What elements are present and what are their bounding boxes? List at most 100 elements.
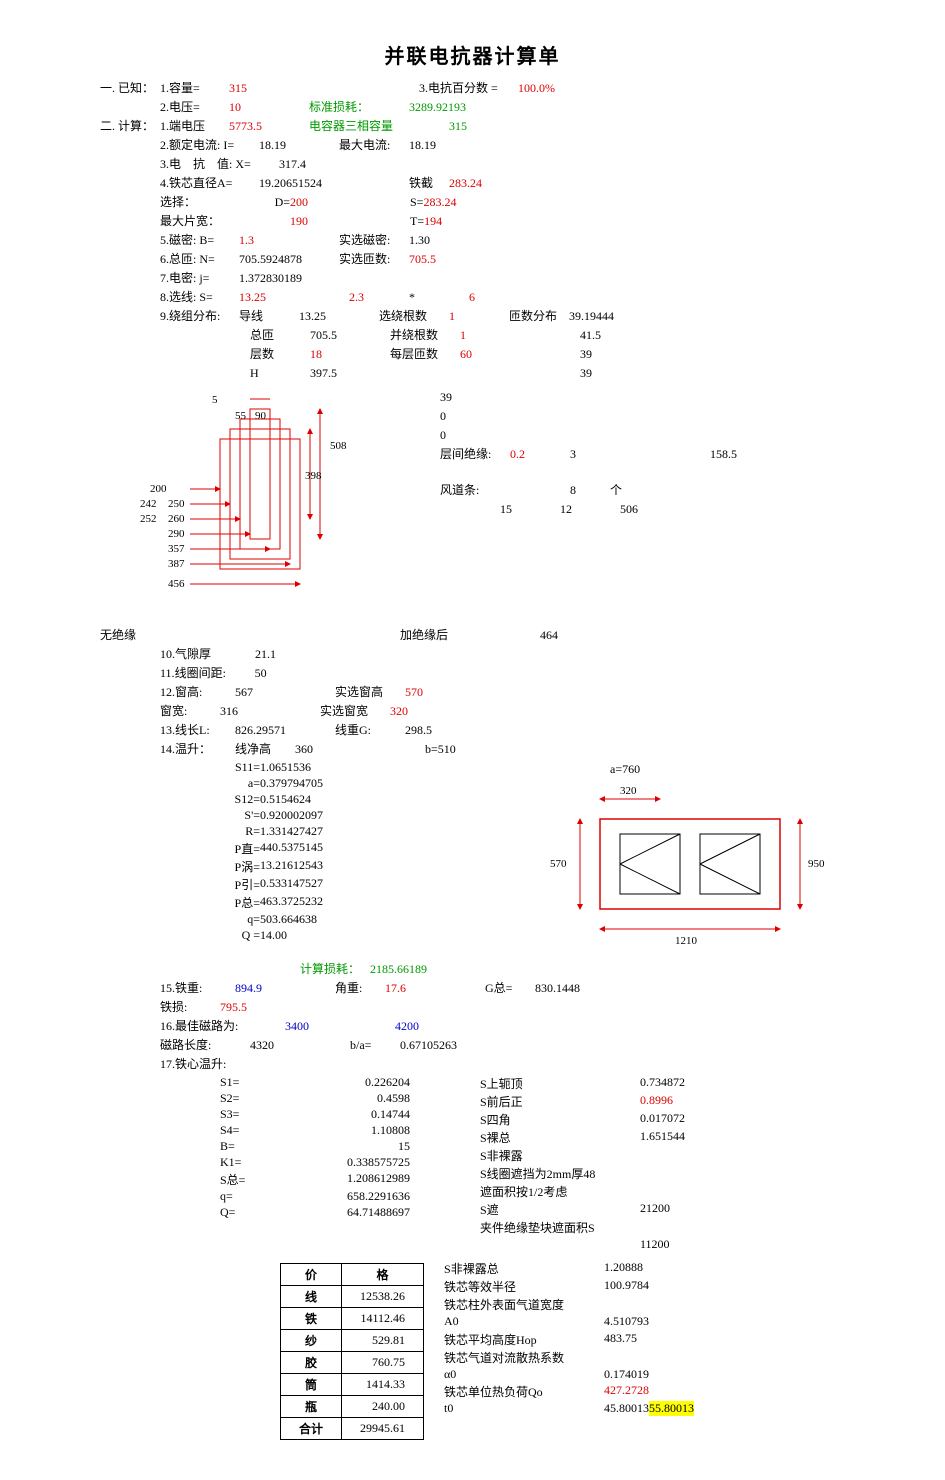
r12-lbl2: 实选窗高 (335, 683, 405, 701)
r2-v: 10 (229, 98, 309, 116)
r9-3av: 397.5 (310, 364, 390, 382)
svg-text:570: 570 (550, 858, 567, 870)
r12b-v2: 320 (390, 702, 408, 720)
r17-right-list: S上轭顶0.734872S前后正0.8996S四角0.017072S裸总1.65… (480, 1074, 685, 1253)
r14-b: b= (425, 740, 438, 758)
wind-unit: 个 (610, 481, 622, 499)
svg-text:90: 90 (255, 410, 267, 422)
s2r4a-s: S= (410, 193, 423, 211)
r2-n: 2. (160, 98, 169, 116)
page-title: 并联电抗器计算单 (100, 40, 845, 69)
side-val2: 55.80013 (649, 1401, 694, 1416)
price-row-lbl: 筒 (281, 1374, 342, 1396)
s2r3-lbl: 电 抗 值: X= (169, 155, 279, 173)
r15-loss-lbl: 铁损: (160, 998, 220, 1016)
r17l-val: 0.338575725 (280, 1155, 410, 1170)
calc-lbl: P引= (200, 876, 260, 893)
svg-text:252: 252 (140, 513, 157, 525)
s2r2-n: 2. (160, 136, 169, 154)
r9-0a: 导线 (239, 307, 299, 325)
r16-n: 16. (160, 1017, 175, 1035)
calc-lbl: S12= (200, 792, 260, 807)
s2r4a-d: D= (250, 193, 290, 211)
s2r2-lbl2: 最大电流: (339, 136, 409, 154)
side-val: 100.9784 (604, 1278, 649, 1295)
s2r1b-v: 315 (449, 117, 467, 135)
side-val: 427.2728 (604, 1383, 649, 1400)
r11-v: 50 (255, 664, 267, 682)
price-row-lbl: 铁 (281, 1308, 342, 1330)
r15-v2: 17.6 (385, 979, 485, 997)
r15-lbl2: 角重: (335, 979, 385, 997)
r1-v: 315 (229, 79, 309, 97)
side-lbl: 铁芯平均高度Hop (444, 1331, 604, 1348)
r12b-lbl2: 实选窗宽 (320, 702, 390, 720)
calc-val: 463.3725232 (260, 894, 380, 911)
r12b-v: 316 (220, 702, 320, 720)
calc-lbl: Q = (200, 928, 260, 943)
r1-lbl: 容量= (169, 79, 229, 97)
r16-ba: b/a= (350, 1036, 400, 1054)
s2r3-n: 3. (160, 155, 169, 173)
side-val: 483.75 (604, 1331, 637, 1348)
calc-val: 13.21612543 (260, 858, 380, 875)
s2r4-lbl2: 铁截 (409, 174, 449, 192)
calc-val: 440.5375145 (260, 840, 380, 857)
price-row-lbl: 线 (281, 1286, 342, 1308)
after-ins-v: 464 (540, 626, 558, 644)
s2r4a-sv: 283.24 (423, 193, 456, 211)
r17l-val: 658.2291636 (280, 1189, 410, 1204)
price-row-lbl: 纱 (281, 1330, 342, 1352)
calc-lbl: S11= (200, 760, 260, 775)
s2r6-lbl: 总匝: N= (169, 250, 239, 268)
side-lbl: 铁芯等效半径 (444, 1278, 604, 1295)
r17l-val: 1.208612989 (280, 1171, 410, 1188)
r17l-lbl: B= (220, 1139, 280, 1154)
calc-val: 0.533147527 (260, 876, 380, 893)
svg-text:5: 5 (212, 394, 218, 406)
r17r-lbl: S上轭顶 (480, 1075, 640, 1092)
calc-lbl: P直= (200, 840, 260, 857)
r9-1cv: 41.5 (580, 326, 601, 344)
s2r4-v2: 283.24 (449, 174, 482, 192)
s2r2-v: 18.19 (259, 136, 339, 154)
r17l-lbl: S4= (220, 1123, 280, 1138)
svg-text:508: 508 (330, 440, 347, 452)
r15-lbl: 铁重: (175, 979, 235, 997)
price-row-val: 760.75 (342, 1352, 424, 1374)
s2r6-v2: 705.5 (409, 250, 436, 268)
r17r-val: 0.734872 (640, 1075, 685, 1092)
price-row-val: 529.81 (342, 1330, 424, 1352)
svg-text:1210: 1210 (675, 935, 698, 947)
s2r4b-lbl: 最大片宽： (160, 212, 250, 230)
svg-text:200: 200 (150, 483, 167, 495)
windrow-b: 12 (560, 500, 620, 518)
price-h1: 价 (281, 1264, 342, 1286)
r9-0bv: 1 (449, 307, 509, 325)
wind-lbl: 风道条: (440, 481, 510, 499)
calc-val: 14.00 (260, 928, 380, 943)
r9-2b: 每层匝数 (390, 345, 460, 363)
price-h2: 格 (342, 1264, 424, 1286)
r17l-lbl: S2= (220, 1091, 280, 1106)
r13-lbl: 线长L: (175, 721, 235, 739)
r15-v: 894.9 (235, 979, 335, 997)
r17l-lbl: S总= (220, 1171, 280, 1188)
r17r-val: 21200 (640, 1201, 670, 1218)
svg-text:320: 320 (620, 785, 637, 797)
r17l-val: 0.4598 (280, 1091, 410, 1106)
r14-n: 14. (160, 740, 175, 758)
r17l-lbl: S1= (220, 1075, 280, 1090)
r14-av: 760 (622, 760, 640, 778)
r17r-lbl: S线圈遮挡为2mm厚48 (480, 1165, 640, 1182)
s2r4a-lbl: 选择： (160, 193, 250, 211)
side-val: 1.20888 (604, 1260, 643, 1277)
wind-v: 8 (570, 481, 610, 499)
price-row-val: 29945.61 (342, 1418, 424, 1440)
r2-lbl: 电压= (169, 98, 229, 116)
r13-v: 826.29571 (235, 721, 335, 739)
r9-1b: 并绕根数 (390, 326, 460, 344)
r9-1bv: 1 (460, 326, 520, 344)
r12-lbl: 窗高: (175, 683, 235, 701)
r17l-lbl: S3= (220, 1107, 280, 1122)
